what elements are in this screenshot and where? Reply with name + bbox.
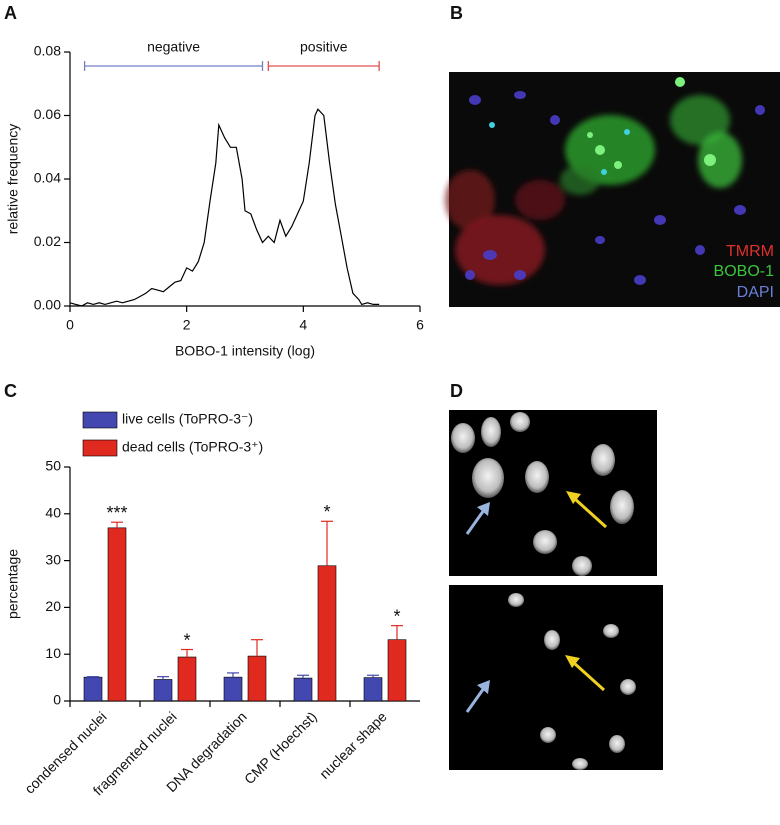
y-axis-label: percentage xyxy=(5,549,21,619)
panel-label: B xyxy=(450,3,463,23)
legend-label: dead cells (ToPRO-3⁺) xyxy=(122,439,263,455)
y-tick-label: 0.08 xyxy=(34,43,61,59)
x-tick-label: 4 xyxy=(299,317,307,333)
micrograph xyxy=(445,72,780,307)
bar xyxy=(387,639,407,702)
y-tick-label: 0 xyxy=(53,692,61,708)
y-tick-label: 0.02 xyxy=(34,233,61,249)
bar xyxy=(83,676,103,702)
bar xyxy=(293,677,313,702)
y-tick-label: 0.04 xyxy=(34,170,61,186)
legend-label: live cells (ToPRO-3⁻) xyxy=(122,411,253,427)
panel-label: A xyxy=(4,3,17,23)
bar xyxy=(317,565,337,702)
significance: * xyxy=(183,630,190,650)
range-label: positive xyxy=(300,39,348,55)
legend-swatch xyxy=(82,411,118,429)
significance: *** xyxy=(106,503,127,523)
y-tick-label: 40 xyxy=(45,505,61,521)
significance: * xyxy=(393,606,400,626)
y-tick-label: 20 xyxy=(45,598,61,614)
bar xyxy=(107,527,127,702)
x-axis-label: BOBO-1 intensity (log) xyxy=(175,343,315,359)
line xyxy=(69,108,380,307)
y-axis-label: relative frequency xyxy=(5,124,21,235)
y-tick-label: 0.06 xyxy=(34,106,61,122)
x-tick-label: CMP (Hoechst) xyxy=(241,708,320,787)
x-tick-label: 6 xyxy=(416,317,424,333)
x-tick-label: nuclear shape xyxy=(316,708,390,782)
range-label: negative xyxy=(147,39,200,55)
image-label: BOBO-1 xyxy=(714,263,775,280)
micrograph xyxy=(449,410,663,770)
significance: * xyxy=(323,502,330,522)
x-tick-label: 2 xyxy=(183,317,191,333)
bar xyxy=(177,656,197,702)
y-tick-label: 0.00 xyxy=(34,297,61,313)
bar xyxy=(223,676,243,702)
bar xyxy=(153,679,173,702)
legend-swatch xyxy=(82,439,118,457)
panel-label: D xyxy=(450,381,463,401)
panel-label: C xyxy=(4,381,17,401)
x-tick-label: 0 xyxy=(66,317,74,333)
y-tick-label: 50 xyxy=(45,458,61,474)
y-tick-label: 10 xyxy=(45,645,61,661)
image-label: DAPI xyxy=(737,284,774,301)
image-label: TMRM xyxy=(726,243,774,260)
bar xyxy=(247,655,267,702)
bar xyxy=(363,677,383,702)
y-tick-label: 30 xyxy=(45,551,61,567)
